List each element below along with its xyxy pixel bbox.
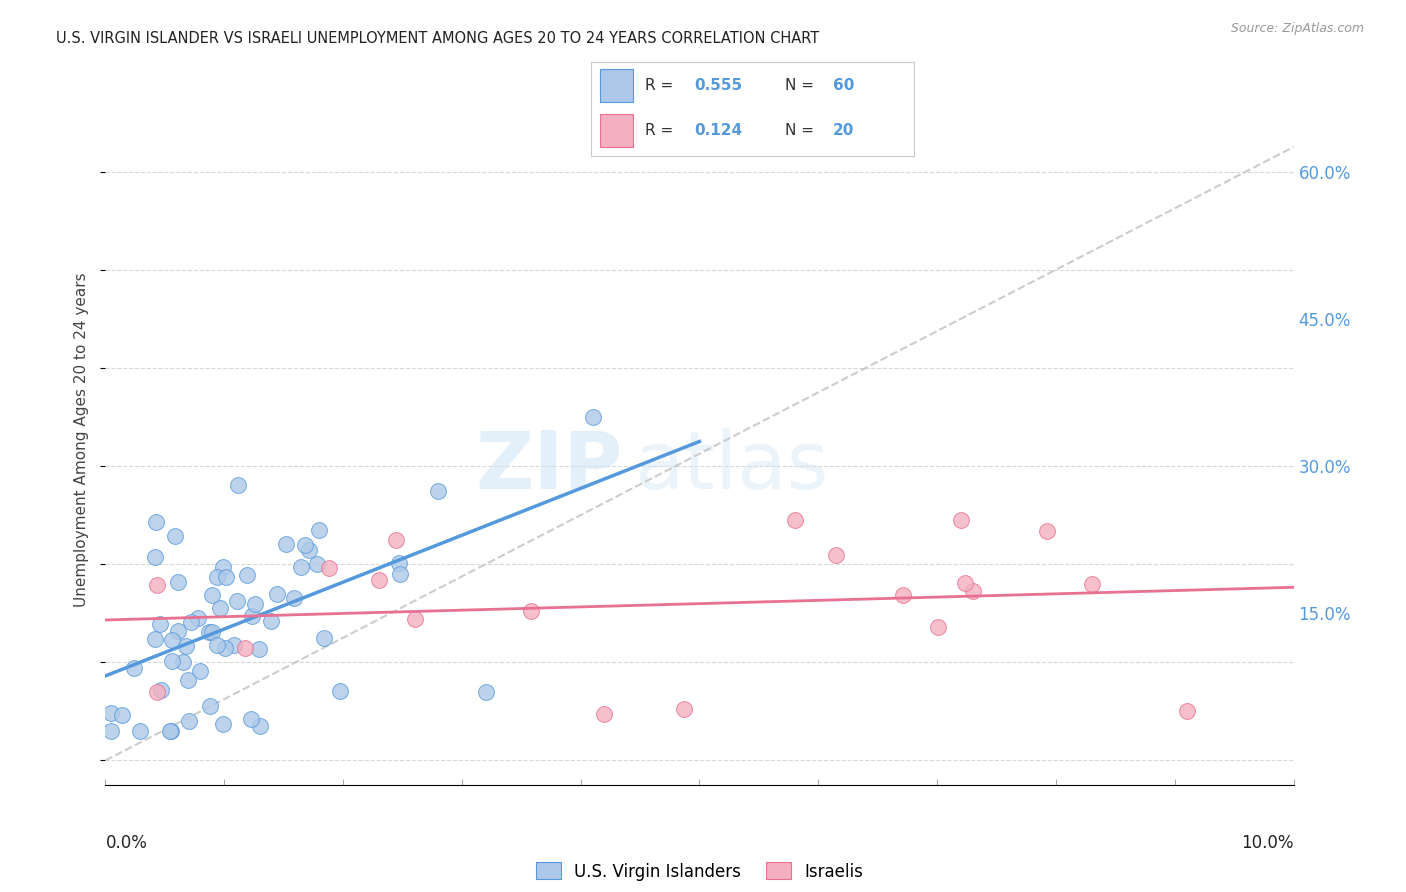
Point bbox=[128, 724, 150, 739]
Point bbox=[312, 632, 335, 646]
Point bbox=[427, 483, 450, 498]
Text: 60: 60 bbox=[832, 78, 855, 93]
Point bbox=[673, 702, 696, 716]
Point bbox=[953, 576, 976, 591]
Point bbox=[167, 624, 190, 638]
Point bbox=[367, 573, 389, 587]
Point bbox=[266, 587, 288, 601]
Y-axis label: Unemployment Among Ages 20 to 24 years: Unemployment Among Ages 20 to 24 years bbox=[75, 272, 90, 607]
Point bbox=[146, 685, 169, 699]
Point bbox=[197, 625, 219, 640]
Point bbox=[962, 584, 984, 599]
Text: Source: ZipAtlas.com: Source: ZipAtlas.com bbox=[1230, 22, 1364, 36]
Point bbox=[1081, 577, 1104, 591]
Point bbox=[162, 632, 184, 647]
Point bbox=[172, 655, 194, 669]
Point bbox=[222, 638, 245, 652]
Point bbox=[201, 588, 224, 602]
Point bbox=[1035, 524, 1057, 538]
Point bbox=[249, 719, 271, 733]
Point bbox=[308, 523, 330, 537]
Point bbox=[247, 641, 270, 656]
Point bbox=[298, 542, 321, 557]
Point bbox=[211, 717, 233, 731]
Point bbox=[177, 673, 200, 688]
Text: atlas: atlas bbox=[634, 428, 828, 506]
Point bbox=[163, 529, 186, 543]
Point bbox=[160, 724, 183, 739]
Point bbox=[111, 708, 134, 723]
Point bbox=[388, 556, 411, 570]
Point bbox=[208, 601, 231, 615]
Point bbox=[226, 477, 249, 491]
Text: 10.0%: 10.0% bbox=[1241, 834, 1294, 852]
Point bbox=[180, 615, 202, 629]
Point bbox=[240, 713, 263, 727]
Point bbox=[385, 533, 408, 548]
Point bbox=[159, 724, 181, 739]
Point bbox=[283, 591, 305, 605]
Point bbox=[240, 609, 263, 624]
Point bbox=[149, 683, 172, 698]
Bar bbox=[600, 114, 633, 147]
Text: R =: R = bbox=[645, 123, 679, 138]
Point bbox=[122, 661, 145, 675]
Text: 0.555: 0.555 bbox=[695, 78, 742, 93]
Text: N =: N = bbox=[785, 78, 818, 93]
Point bbox=[188, 664, 211, 678]
Point bbox=[225, 594, 247, 608]
Bar bbox=[600, 69, 633, 102]
Point bbox=[143, 632, 166, 646]
Point bbox=[927, 620, 949, 634]
Point bbox=[174, 639, 197, 653]
Point bbox=[305, 557, 328, 571]
Text: 20: 20 bbox=[832, 123, 855, 138]
Point bbox=[100, 724, 122, 739]
Point bbox=[825, 548, 848, 562]
Point bbox=[149, 617, 172, 632]
Point bbox=[1175, 705, 1198, 719]
Point bbox=[404, 612, 426, 626]
Point bbox=[891, 588, 914, 602]
Point bbox=[198, 698, 221, 713]
Point bbox=[205, 570, 228, 584]
Point bbox=[214, 641, 236, 656]
Text: U.S. VIRGIN ISLANDER VS ISRAELI UNEMPLOYMENT AMONG AGES 20 TO 24 YEARS CORRELATI: U.S. VIRGIN ISLANDER VS ISRAELI UNEMPLOY… bbox=[56, 31, 820, 46]
Point bbox=[167, 575, 190, 590]
Point bbox=[162, 654, 184, 668]
Point bbox=[245, 597, 267, 611]
Point bbox=[200, 624, 222, 639]
Point bbox=[593, 707, 616, 722]
Text: 0.124: 0.124 bbox=[695, 123, 742, 138]
Point bbox=[211, 560, 233, 574]
Point bbox=[581, 410, 603, 425]
Point bbox=[100, 706, 122, 720]
Point bbox=[949, 513, 972, 527]
Legend: U.S. Virgin Islanders, Israelis: U.S. Virgin Islanders, Israelis bbox=[529, 855, 870, 888]
Text: R =: R = bbox=[645, 78, 679, 93]
Point bbox=[233, 640, 256, 655]
Point bbox=[215, 569, 238, 583]
Point bbox=[290, 559, 312, 574]
Text: 0.0%: 0.0% bbox=[105, 834, 148, 852]
Text: ZIP: ZIP bbox=[475, 428, 623, 506]
Point bbox=[318, 561, 340, 575]
Point bbox=[274, 537, 297, 551]
Point bbox=[145, 515, 167, 529]
Point bbox=[207, 638, 229, 652]
Point bbox=[236, 568, 259, 582]
Point bbox=[329, 683, 352, 698]
Point bbox=[294, 538, 316, 552]
Point bbox=[474, 685, 496, 699]
Point bbox=[187, 611, 209, 625]
Point bbox=[520, 604, 543, 618]
Point bbox=[145, 550, 167, 565]
Point bbox=[145, 578, 167, 592]
Point bbox=[177, 714, 200, 729]
Point bbox=[259, 614, 281, 628]
Text: N =: N = bbox=[785, 123, 818, 138]
Point bbox=[388, 567, 411, 582]
Point bbox=[783, 513, 806, 527]
